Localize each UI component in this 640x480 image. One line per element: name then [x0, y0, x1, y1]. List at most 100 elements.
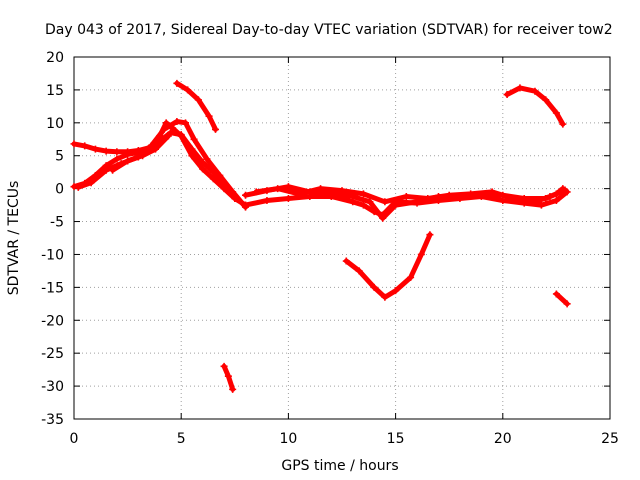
x-tick-label: 0 — [70, 431, 79, 447]
y-tick-label: 20 — [46, 50, 64, 66]
data-point — [561, 186, 569, 194]
data-point — [531, 198, 539, 206]
data-point — [188, 152, 196, 160]
y-tick-label: -15 — [41, 280, 64, 296]
data-point — [370, 283, 378, 291]
data-point — [379, 211, 387, 219]
data-point — [224, 372, 232, 380]
data-point — [366, 198, 374, 206]
data-point — [327, 193, 335, 201]
data-point — [190, 135, 198, 143]
data-point — [306, 193, 314, 201]
data-point — [173, 79, 181, 87]
y-tick-label: 15 — [46, 83, 64, 99]
data-point — [212, 125, 220, 133]
data-point — [194, 96, 202, 104]
ticks — [73, 56, 611, 420]
data-point — [338, 187, 346, 195]
data-point — [242, 201, 250, 209]
data-point — [124, 150, 132, 158]
data-point — [317, 185, 325, 193]
y-tick-label: -30 — [41, 379, 64, 395]
y-tick-label: -5 — [50, 215, 64, 231]
data-point — [407, 273, 415, 281]
data-point — [295, 190, 303, 198]
series-arc-12 — [552, 290, 571, 308]
data-point — [531, 87, 539, 95]
data-point — [102, 166, 110, 174]
data-point — [563, 300, 571, 308]
chart-title: Day 043 of 2017, Sidereal Day-to-day VTE… — [45, 22, 613, 38]
y-tick-label: 0 — [55, 182, 64, 198]
x-tick-labels: 0 5 10 15 20 25 — [70, 431, 619, 447]
plot-frame — [73, 56, 611, 420]
series-arc-11 — [503, 84, 567, 128]
data-point — [537, 201, 545, 209]
y-tick-label: -20 — [41, 313, 64, 329]
data-point — [516, 84, 524, 92]
x-tick-label: 25 — [601, 431, 619, 447]
series-group — [70, 79, 571, 393]
x-tick-label: 15 — [387, 431, 405, 447]
data-point — [203, 155, 211, 163]
data-point — [381, 198, 389, 206]
data-point — [381, 293, 389, 301]
data-point — [542, 96, 550, 104]
series-line — [504, 85, 566, 127]
data-point — [359, 201, 367, 209]
series-line — [343, 232, 433, 300]
data-point — [552, 290, 560, 298]
data-point — [91, 145, 99, 153]
data-point — [139, 152, 147, 160]
y-tick-label: -35 — [41, 412, 64, 428]
series-arc-3 — [74, 118, 250, 211]
data-point — [424, 195, 432, 203]
data-point — [220, 362, 228, 370]
data-point — [87, 179, 95, 187]
data-point — [370, 208, 378, 216]
data-point — [229, 385, 237, 393]
series-line — [253, 186, 568, 205]
data-point — [546, 193, 554, 201]
data-point — [413, 199, 421, 207]
data-point — [173, 118, 181, 126]
x-tick-label: 5 — [177, 431, 186, 447]
y-tick-labels: -35 -30 -25 -20 -15 -10 -5 0 5 10 15 20 — [41, 50, 64, 428]
data-point — [81, 142, 89, 150]
series-arc-4 — [109, 132, 172, 174]
data-point — [284, 195, 292, 203]
x-tick-label: 10 — [279, 431, 297, 447]
data-point — [184, 86, 192, 94]
data-point — [510, 195, 518, 203]
series-arc-6 — [220, 362, 237, 393]
x-tick-label: 20 — [494, 431, 512, 447]
data-point — [164, 132, 172, 140]
data-point — [74, 183, 82, 191]
series-arc-8 — [242, 188, 571, 219]
data-point — [147, 142, 155, 150]
data-point — [503, 91, 511, 99]
y-tick-label: -25 — [41, 346, 64, 362]
data-point — [499, 196, 507, 204]
data-point — [274, 185, 282, 193]
data-point — [242, 191, 250, 199]
data-point — [177, 132, 185, 140]
data-point — [181, 119, 189, 127]
data-point — [151, 145, 159, 153]
data-point — [70, 140, 78, 148]
data-point — [220, 185, 228, 193]
data-point — [205, 112, 213, 120]
data-point — [199, 165, 207, 173]
y-tick-label: -10 — [41, 247, 64, 263]
data-point — [349, 198, 357, 206]
data-point — [124, 157, 132, 165]
data-point — [426, 231, 434, 239]
data-point — [209, 175, 217, 183]
data-point — [113, 148, 121, 156]
series-arc-9 — [252, 185, 569, 206]
series-arc-10 — [342, 231, 434, 301]
data-point — [402, 193, 410, 201]
data-point — [109, 166, 117, 174]
y-axis-label: SDTVAR / TECUs — [6, 181, 22, 296]
